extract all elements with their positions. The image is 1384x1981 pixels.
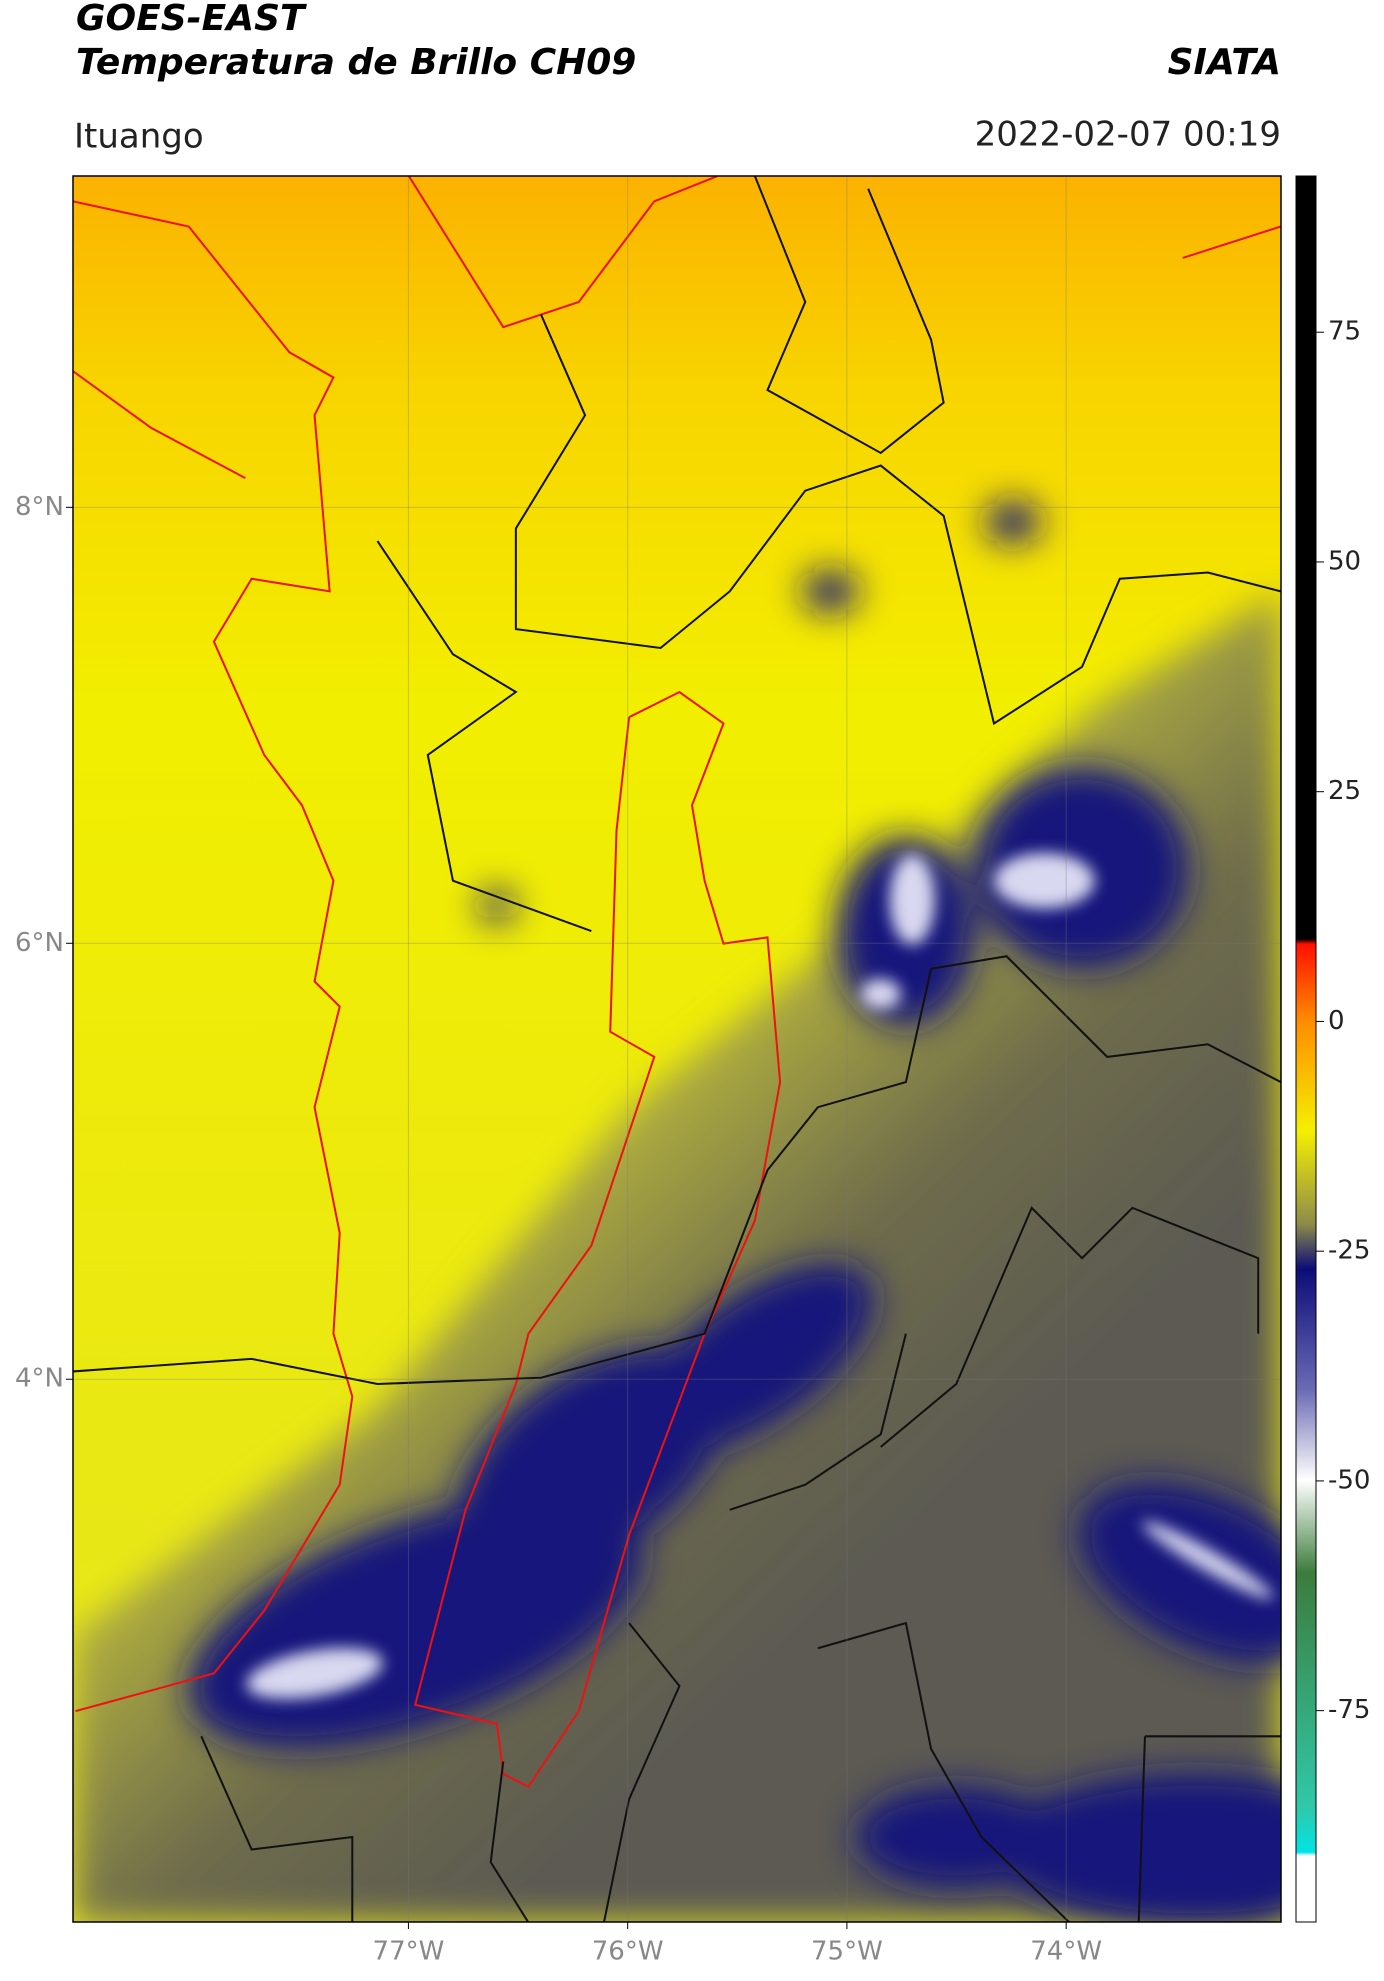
region: Ituango: [74, 117, 204, 157]
colorbar-tick-label: 25: [1328, 776, 1361, 806]
colorbar-tick-label: 0: [1328, 1006, 1345, 1036]
map-frame: [72, 175, 1282, 1923]
title: GOES-EAST: [76, 0, 307, 39]
colorbar-tick-label: 50: [1328, 546, 1361, 576]
colorbar-tick-label: 75: [1328, 317, 1361, 347]
colorbar-tick-label: -75: [1328, 1695, 1370, 1725]
y-tick-label: 8°N: [15, 492, 64, 522]
map-image: [73, 176, 1281, 1922]
boundaries: [73, 176, 1281, 1922]
colorbar-tick-label: -25: [1328, 1236, 1370, 1266]
x-tick-label: 77°W: [373, 1937, 445, 1967]
y-tick-label: 6°N: [15, 928, 64, 958]
date: 2022-02-07 00:19: [975, 115, 1281, 155]
x-tick-label: 76°W: [592, 1937, 664, 1967]
x-tick-label: 75°W: [811, 1937, 883, 1967]
source: SIATA: [1168, 42, 1281, 83]
x-tick-label: 74°W: [1030, 1937, 1102, 1967]
grid: [73, 176, 1281, 1922]
y-tick-label: 4°N: [15, 1364, 64, 1394]
coldest-tops: [246, 853, 1274, 1699]
subtitle: Temperatura de Brillo CH09: [76, 42, 636, 83]
colorbar: [1295, 175, 1317, 1923]
coastline: [73, 176, 1281, 1788]
colorbar-tick-label: -50: [1328, 1465, 1370, 1495]
